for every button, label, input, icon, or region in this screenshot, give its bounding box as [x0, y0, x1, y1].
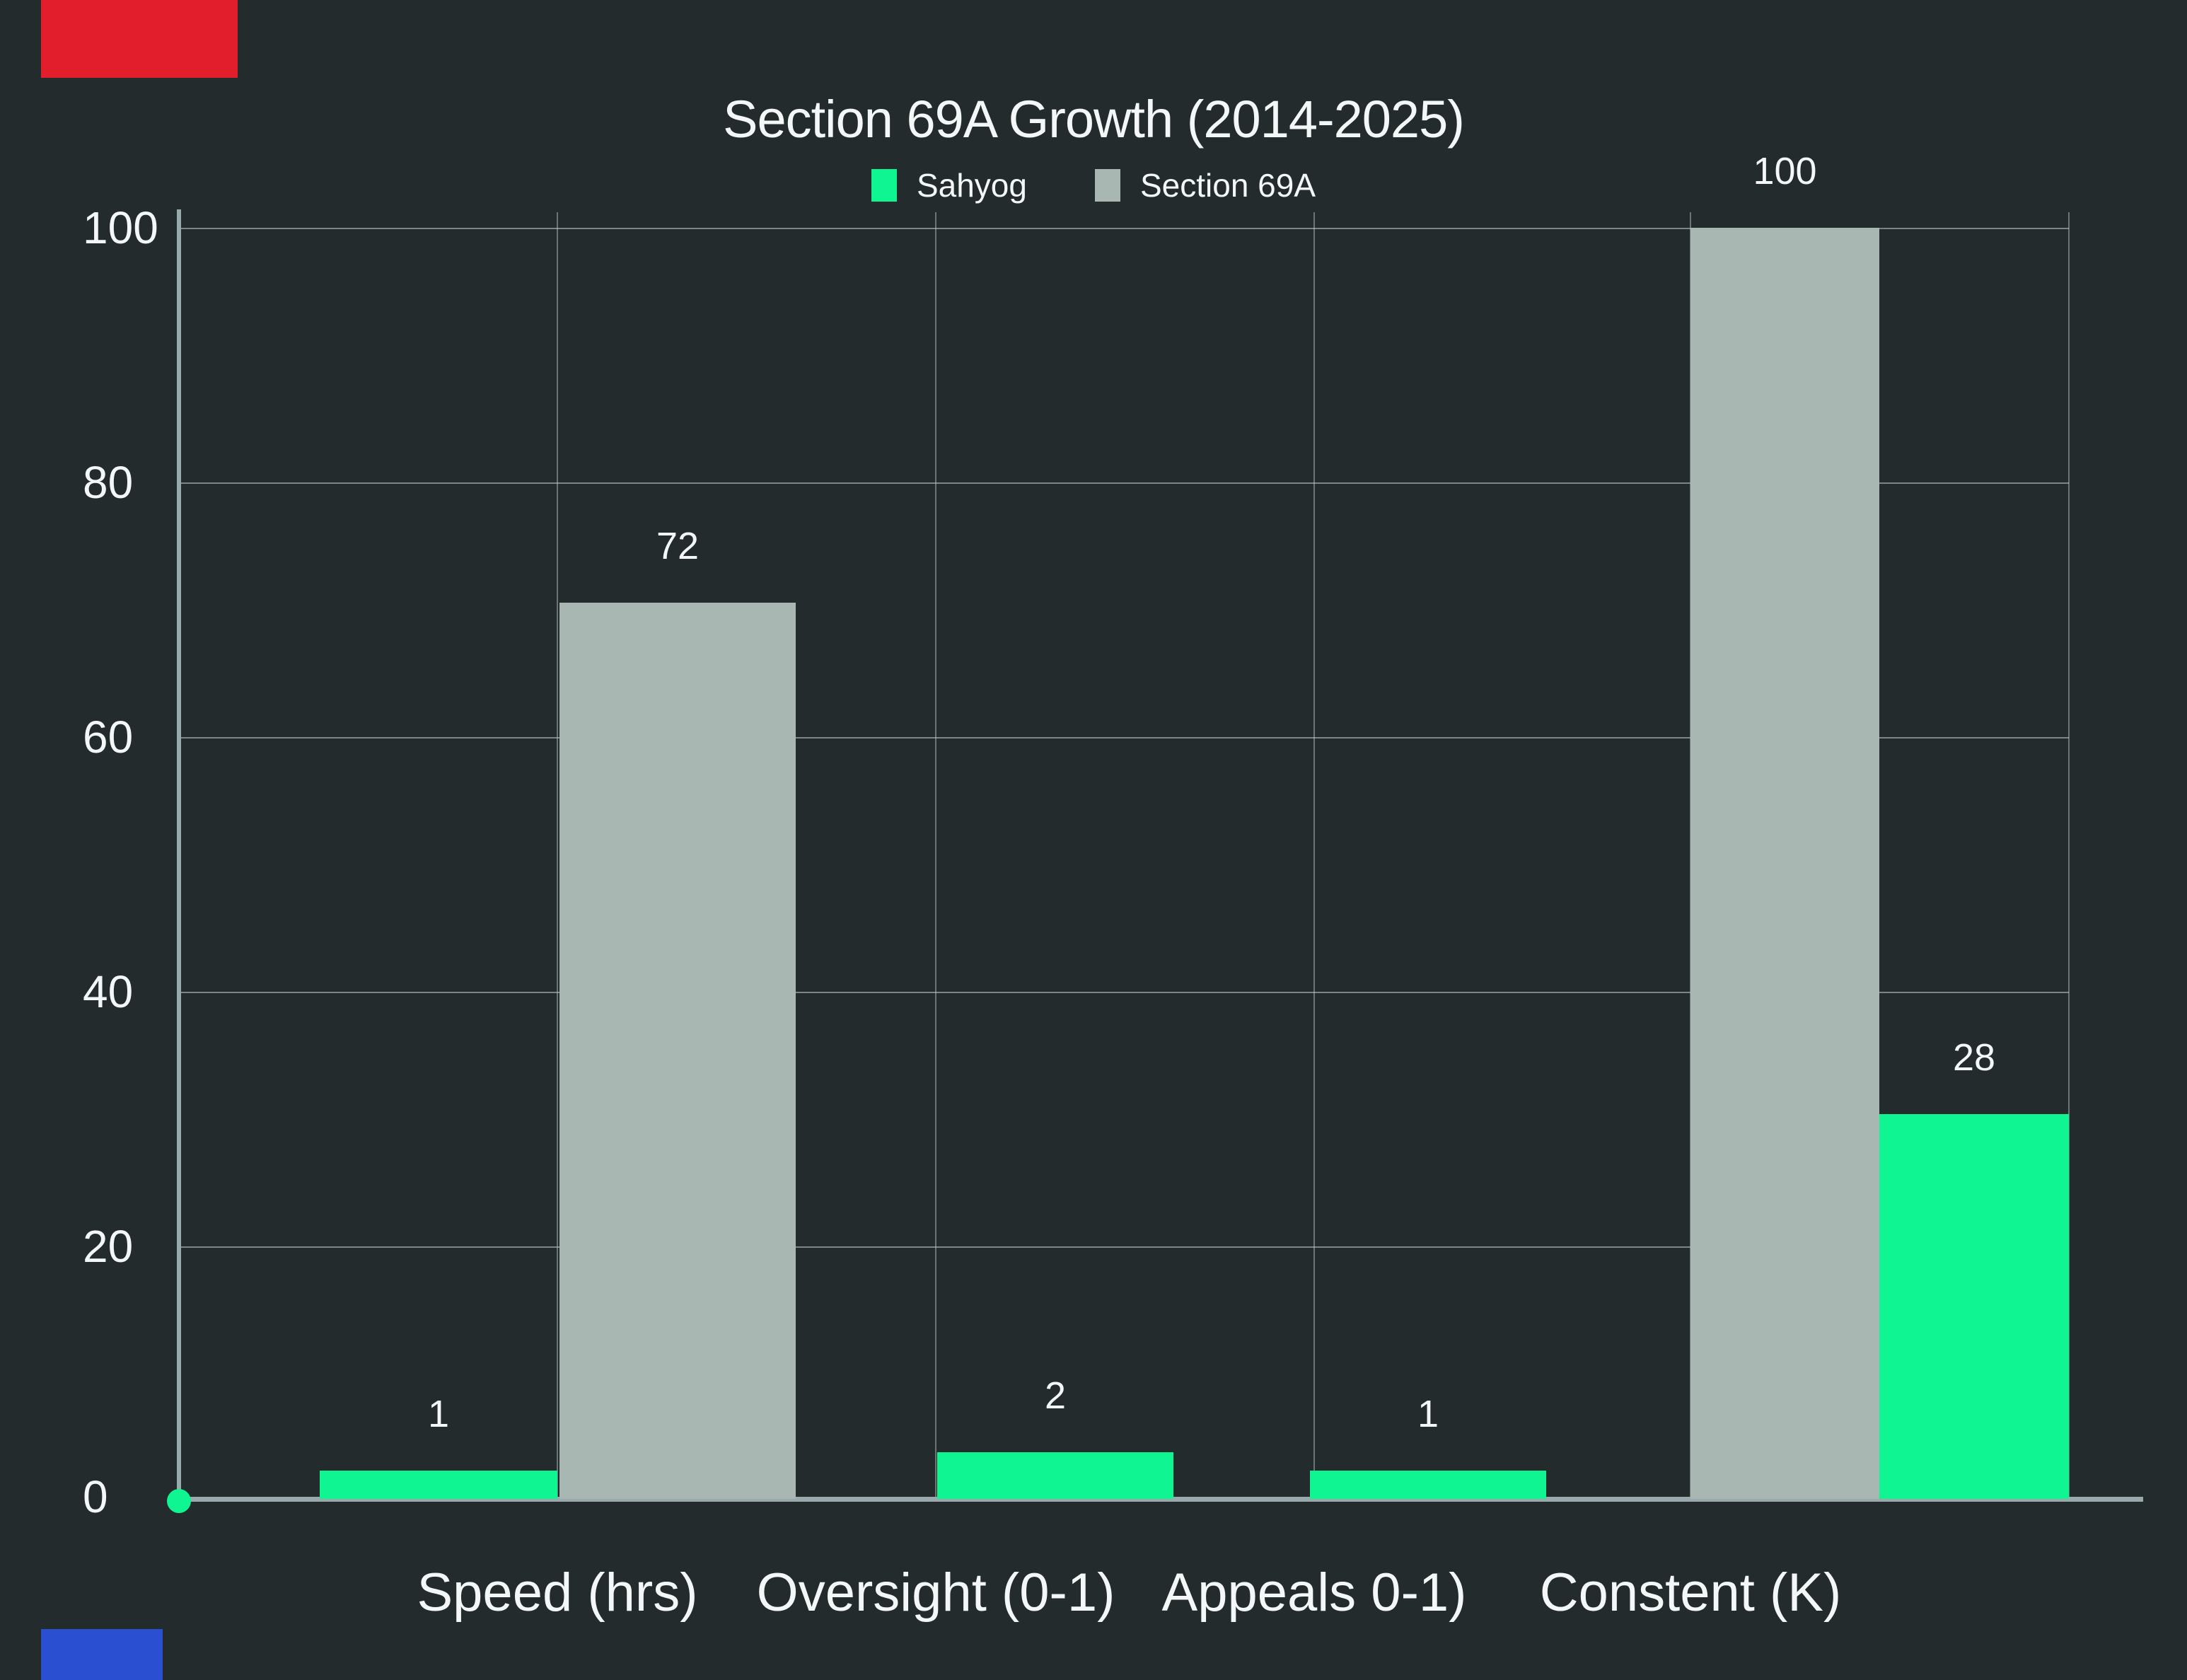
bar-appeals-sahyog — [1310, 1471, 1546, 1499]
x-label-constent: Constent (K) — [1539, 1563, 1842, 1623]
bar-value-label-oversight-sahyog: 2 — [1044, 1374, 1067, 1417]
bar-constent-sahyog — [1879, 1114, 2069, 1499]
gridline-v3 — [1313, 212, 1315, 1497]
gridline-20 — [181, 1246, 2069, 1248]
y-tick-60: 60 — [83, 712, 134, 763]
y-tick-0: 0 — [83, 1471, 108, 1522]
y-tick-40: 40 — [83, 966, 134, 1017]
red-marker-rectangle — [41, 0, 238, 78]
bar-oversight-sahyog — [937, 1452, 1173, 1499]
gridline-40 — [181, 992, 2069, 993]
gridline-60 — [181, 737, 2069, 738]
legend: Sahyog Section 69A — [0, 166, 2187, 205]
legend-item-section-69a: Section 69A — [1094, 167, 1316, 204]
legend-label-sahyog: Sahyog — [916, 167, 1027, 204]
gridline-v1 — [557, 212, 558, 1497]
legend-label-section-69a: Section 69A — [1139, 167, 1316, 204]
y-tick-20: 20 — [83, 1221, 134, 1272]
x-label-oversight: Oversight (0-1) — [756, 1563, 1115, 1623]
chart-title: Section 69A Growth (2014-2025) — [723, 90, 1465, 149]
gridline-100 — [181, 228, 2069, 229]
bar-value-label-speed-section-69a: 72 — [656, 525, 700, 567]
bar-value-label-constent-sahyog: 28 — [1952, 1036, 1996, 1079]
plot-right-boundary — [2068, 212, 2070, 1497]
y-tick-80: 80 — [83, 457, 134, 508]
section-69a-swatch-icon — [1094, 169, 1120, 202]
y-axis-line — [177, 209, 181, 1502]
bar-constent-section-69a — [1690, 228, 1879, 1499]
gridline-v2 — [935, 212, 936, 1497]
y-tick-100: 100 — [83, 202, 158, 253]
legend-item-sahyog: Sahyog — [871, 169, 1027, 202]
x-label-speed: Speed (hrs) — [417, 1563, 698, 1623]
bar-value-label-speed-sahyog: 1 — [427, 1393, 450, 1435]
blue-marker-rectangle — [41, 1629, 163, 1680]
bar-speed-sahyog — [320, 1471, 557, 1499]
bar-speed-section-69a — [559, 603, 796, 1499]
x-label-appeals: Appeals 0-1) — [1161, 1563, 1467, 1623]
bar-value-label-constent-section-69a: 100 — [1753, 150, 1817, 192]
sahyog-swatch-icon — [871, 169, 897, 202]
gridline-80 — [181, 482, 2069, 484]
origin-dot — [167, 1489, 191, 1513]
x-axis-line — [177, 1497, 2143, 1502]
bar-value-label-appeals-sahyog: 1 — [1417, 1393, 1439, 1435]
